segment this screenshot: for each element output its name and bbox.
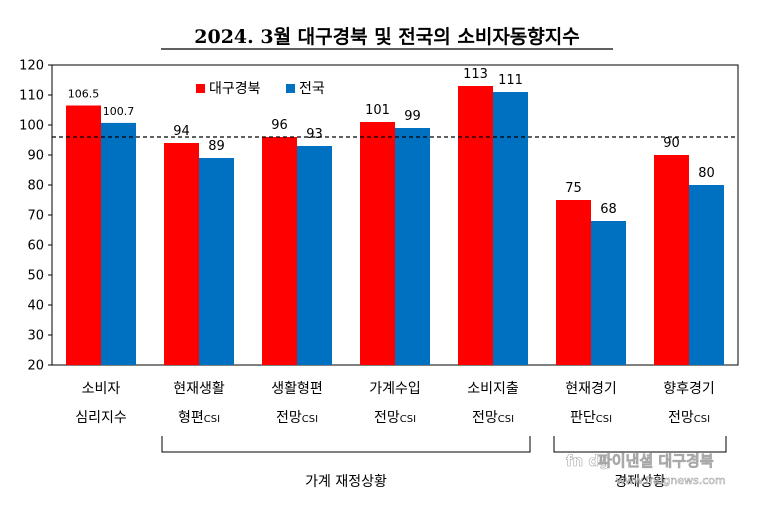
- y-tick-label: 90: [27, 149, 44, 164]
- data-label: 106.5: [68, 88, 100, 101]
- category-label-line1: 가계수입: [369, 381, 421, 397]
- legend-swatch: [196, 84, 205, 93]
- bar-national: [395, 128, 430, 365]
- y-tick-label: 60: [27, 239, 44, 254]
- bar-daegu-gyeongbuk: [654, 155, 689, 365]
- category-label-line1: 생활형편: [271, 381, 323, 397]
- category-label-line2: 심리지수: [75, 410, 127, 426]
- data-label: 99: [404, 109, 421, 124]
- data-label: 113: [463, 67, 488, 82]
- bar-national: [199, 158, 234, 365]
- y-tick-label: 80: [27, 179, 44, 194]
- bar-daegu-gyeongbuk: [556, 200, 591, 365]
- data-label: 100.7: [103, 105, 135, 118]
- category-label-line1: 현재생활: [173, 381, 225, 397]
- data-label: 94: [173, 124, 190, 139]
- data-label: 68: [600, 202, 617, 217]
- bar-national: [493, 92, 528, 365]
- data-label: 75: [565, 181, 582, 196]
- y-tick-label: 20: [27, 359, 44, 374]
- chart-title: 2024. 3월 대구경북 및 전국의 소비자동향지수: [194, 26, 579, 48]
- data-label: 89: [208, 139, 225, 154]
- y-tick-label: 50: [27, 269, 44, 284]
- y-tick-label: 70: [27, 209, 44, 224]
- legend-label: 전국: [299, 81, 325, 97]
- legend-label: 대구경북: [209, 81, 261, 97]
- category-label-line1: 현재경기: [565, 381, 617, 397]
- group-bracket: [553, 436, 727, 453]
- category-label-line2: 전망CSI: [668, 410, 710, 426]
- data-label: 96: [271, 118, 288, 133]
- legend-swatch: [286, 84, 295, 93]
- category-label-line1: 향후경기: [663, 381, 715, 397]
- category-label-line2: 전망CSI: [276, 410, 318, 426]
- bar-national: [689, 185, 724, 365]
- bar-daegu-gyeongbuk: [164, 143, 199, 365]
- data-label: 80: [698, 166, 715, 181]
- group-label: 경제상황: [614, 474, 666, 490]
- y-tick-label: 100: [19, 119, 44, 134]
- bar-national: [591, 221, 626, 365]
- y-tick-label: 120: [19, 59, 44, 74]
- bar-daegu-gyeongbuk: [458, 86, 493, 365]
- category-label-line2: 전망CSI: [374, 410, 416, 426]
- bar-daegu-gyeongbuk: [360, 122, 395, 365]
- group-label: 가계 재정상황: [305, 474, 387, 490]
- watermark-url: www.fndgnews.com: [616, 474, 726, 487]
- data-label: 111: [498, 73, 523, 88]
- category-label-line1: 소비지출: [467, 381, 519, 397]
- bar-daegu-gyeongbuk: [66, 105, 101, 365]
- bar-daegu-gyeongbuk: [262, 137, 297, 365]
- data-label: 93: [306, 127, 323, 142]
- group-bracket: [161, 436, 531, 453]
- category-label-line2: 전망CSI: [472, 410, 514, 426]
- category-label-line1: 소비자: [82, 381, 121, 397]
- category-label-line2: 판단CSI: [570, 410, 612, 426]
- y-tick-label: 110: [19, 89, 44, 104]
- y-tick-label: 30: [27, 329, 44, 344]
- watermark-logo: fn dg: [566, 452, 610, 470]
- data-label: 101: [365, 103, 390, 118]
- category-label-line2: 형편CSI: [178, 410, 220, 426]
- watermark-title: 파이낸셜 대구경북: [598, 452, 714, 470]
- y-tick-label: 40: [27, 299, 44, 314]
- bar-national: [101, 122, 136, 366]
- data-label: 90: [663, 136, 680, 151]
- bar-national: [297, 146, 332, 365]
